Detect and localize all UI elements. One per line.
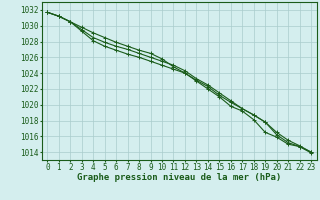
X-axis label: Graphe pression niveau de la mer (hPa): Graphe pression niveau de la mer (hPa) <box>77 173 281 182</box>
